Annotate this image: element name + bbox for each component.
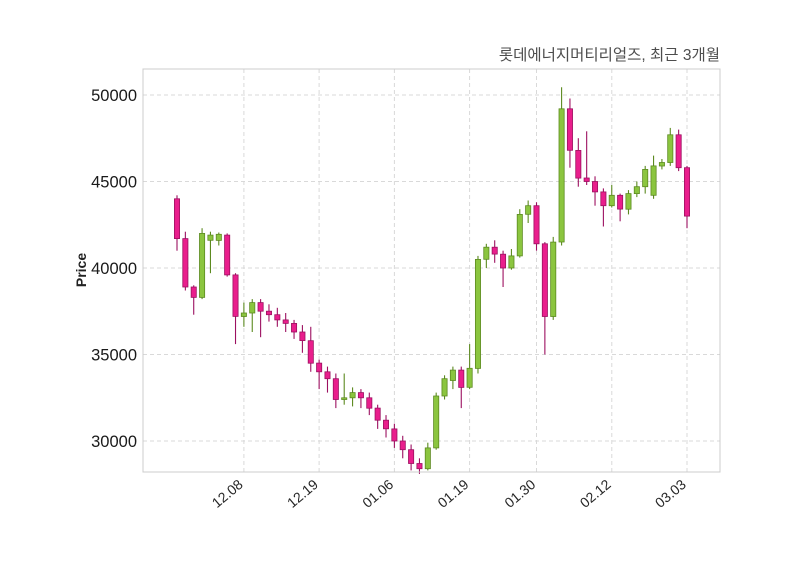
svg-text:01.19: 01.19 <box>434 476 471 511</box>
svg-text:12.08: 12.08 <box>209 476 246 511</box>
svg-text:01.06: 01.06 <box>359 476 396 511</box>
svg-text:50000: 50000 <box>91 87 137 105</box>
svg-text:02.12: 02.12 <box>577 476 614 511</box>
svg-text:03.03: 03.03 <box>652 476 689 511</box>
svg-text:35000: 35000 <box>91 347 137 365</box>
svg-text:01.30: 01.30 <box>501 476 538 511</box>
svg-text:12.19: 12.19 <box>284 476 321 511</box>
svg-text:40000: 40000 <box>91 260 137 278</box>
svg-text:30000: 30000 <box>91 433 137 451</box>
svg-text:45000: 45000 <box>91 174 137 192</box>
